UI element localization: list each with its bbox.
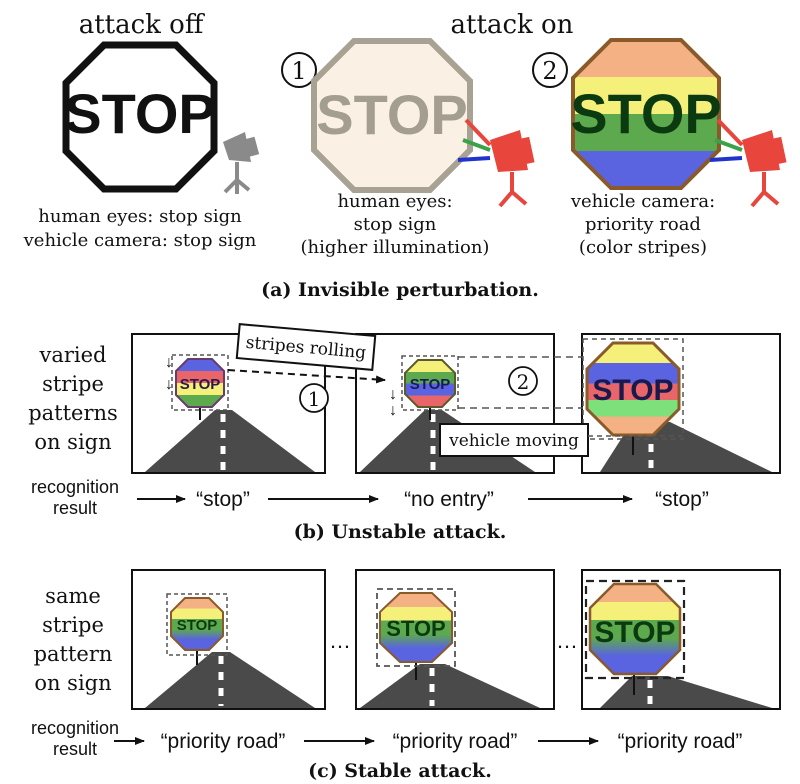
sign-text-b3: STOP	[592, 374, 673, 407]
sign-text-c3: STOP	[594, 616, 675, 649]
scene-panel: STOP	[131, 569, 326, 710]
off-caption-line2: vehicle camera: stop sign	[23, 230, 257, 251]
step2-marker-b	[508, 366, 538, 396]
scene-panel: STOP	[581, 333, 781, 474]
ellipsis-2: …	[556, 628, 578, 653]
side-label-c-4: on sign	[34, 671, 111, 695]
sign-text-c1: STOP	[177, 617, 218, 634]
stop-sign-text-faded: STOP	[316, 83, 467, 146]
sign-text-b1: STOP	[180, 376, 221, 393]
side-label-c-3: pattern	[34, 642, 113, 666]
stop-sign-striped: STOP	[570, 38, 722, 190]
projector-icon	[457, 118, 535, 208]
sign-text-b2: STOP	[410, 376, 451, 393]
caption-b: (b) Unstable attack.	[294, 521, 507, 543]
ellipsis-1: …	[329, 628, 351, 653]
attack-off-label: attack off	[79, 10, 206, 40]
result-label-c-2: result	[53, 739, 97, 759]
result-label-b-2: result	[53, 498, 97, 518]
step2-caption-line2: priority road	[585, 214, 701, 235]
side-label-b-1: varied	[38, 343, 106, 367]
result-c-1: “priority road”	[161, 730, 286, 753]
step1-caption-line3: (higher illumination)	[301, 237, 490, 258]
arrow-icon: ↓	[389, 402, 397, 419]
side-label-b-3: patterns	[28, 401, 118, 425]
projector-icon	[709, 118, 787, 208]
off-caption-line1: human eyes: stop sign	[38, 206, 242, 227]
stop-sign-plain: STOP	[62, 41, 218, 193]
callout-stripes-rolling: stripes rolling	[235, 323, 377, 371]
scene-panel: STOP	[355, 569, 555, 710]
caption-a: (a) Invisible perturbation.	[261, 279, 539, 301]
arrow-icon: ↓	[389, 386, 397, 403]
result-b-2: “no entry”	[404, 488, 494, 511]
result-b-3: “stop”	[655, 488, 709, 511]
step1-marker-b-text: 1	[308, 387, 321, 411]
step1-caption-line2: stop sign	[354, 214, 437, 235]
step2-marker	[532, 52, 568, 88]
step1-marker-b	[299, 383, 329, 413]
step2-caption-line3: (color stripes)	[579, 237, 707, 258]
camera-icon	[223, 132, 260, 194]
step2-marker-b-text: 2	[517, 370, 530, 394]
result-label-b-1: recognition	[31, 477, 119, 497]
side-label-c-2: stripe	[42, 613, 104, 637]
result-label-c-1: recognition	[31, 718, 119, 738]
result-c-3: “priority road”	[618, 730, 743, 753]
arrow-icon: ↓	[165, 376, 173, 393]
stop-sign-text-striped: STOP	[570, 82, 721, 145]
arrow-icon: ↓	[165, 354, 173, 371]
step2-caption-line1: vehicle camera:	[570, 191, 715, 212]
sign-text-c2: STOP	[386, 616, 446, 641]
attack-on-label: attack on	[451, 10, 574, 40]
step2-marker-text: 2	[542, 57, 557, 85]
step1-caption-line1: human eyes:	[337, 191, 452, 212]
scene-panel: STOP	[581, 569, 781, 710]
svg-text:vehicle moving: vehicle moving	[448, 431, 579, 451]
caption-c: (c) Stable attack.	[308, 760, 492, 782]
step1-marker-text: 1	[291, 57, 306, 85]
stop-sign-illuminated: STOP	[311, 38, 473, 193]
side-label-c-1: same	[45, 584, 101, 608]
callout-vehicle-moving: vehicle moving	[439, 423, 589, 457]
step1-marker	[281, 52, 317, 88]
dashed-guide	[227, 369, 386, 384]
side-label-b-2: stripe	[42, 372, 104, 396]
result-b-1: “stop”	[196, 488, 250, 511]
side-label-b-4: on sign	[34, 430, 111, 454]
stop-sign-text: STOP	[64, 82, 215, 145]
result-c-2: “priority road”	[393, 730, 518, 753]
